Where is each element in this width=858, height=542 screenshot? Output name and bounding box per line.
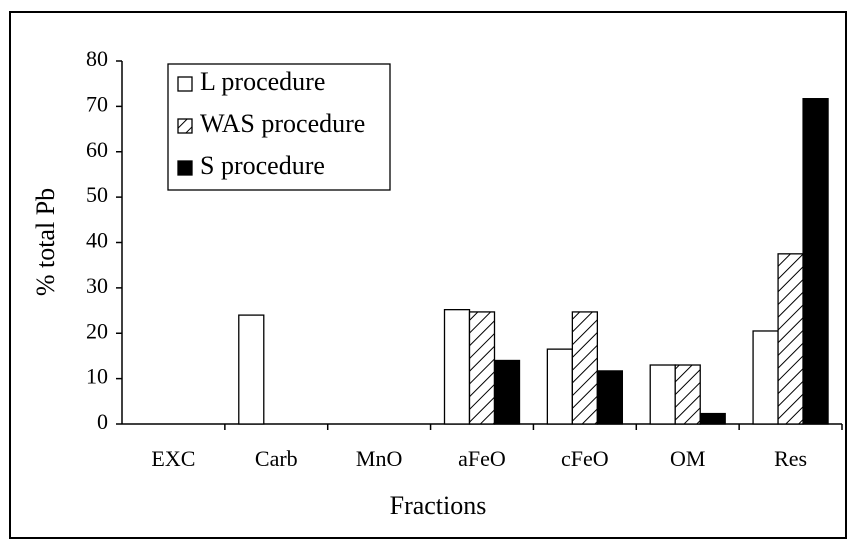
bar bbox=[443, 309, 471, 425]
x-tick-label: MnO bbox=[356, 446, 402, 471]
y-tick-label: 50 bbox=[86, 182, 108, 207]
bar bbox=[777, 253, 804, 425]
bar bbox=[649, 364, 676, 425]
bar bbox=[596, 370, 624, 425]
x-tick-label: Res bbox=[774, 446, 807, 471]
legend-label: S procedure bbox=[200, 151, 325, 180]
legend-swatch bbox=[177, 76, 193, 92]
y-tick-label: 10 bbox=[86, 364, 108, 389]
y-tick-label: 70 bbox=[86, 91, 108, 116]
legend-box bbox=[167, 63, 391, 191]
bar bbox=[238, 314, 265, 425]
x-tick-label: cFeO bbox=[561, 446, 609, 471]
bar bbox=[699, 412, 726, 425]
bar bbox=[468, 311, 496, 425]
frame bbox=[9, 11, 847, 539]
legend-label: L procedure bbox=[200, 67, 325, 96]
legend-swatch bbox=[177, 118, 193, 134]
y-tick-label: 40 bbox=[86, 228, 108, 253]
x-tick-label: OM bbox=[670, 446, 705, 471]
y-tick-label: 0 bbox=[97, 409, 108, 434]
legend-label: WAS procedure bbox=[200, 109, 365, 138]
x-axis-label: Fractions bbox=[390, 491, 487, 520]
y-axis-label: % total Pb bbox=[31, 188, 60, 296]
bar bbox=[674, 364, 701, 425]
x-tick-label: EXC bbox=[151, 446, 195, 471]
bar bbox=[802, 98, 829, 425]
y-tick-label: 20 bbox=[86, 318, 108, 343]
bar bbox=[571, 311, 599, 425]
bar bbox=[493, 359, 521, 425]
legend-swatch bbox=[177, 160, 193, 176]
y-tick-label: 80 bbox=[86, 46, 108, 71]
bar bbox=[546, 348, 574, 425]
x-tick-label: aFeO bbox=[458, 446, 506, 471]
bar bbox=[752, 330, 779, 425]
y-tick-label: 60 bbox=[86, 137, 108, 162]
y-tick-label: 30 bbox=[86, 273, 108, 298]
x-tick-label: Carb bbox=[255, 446, 298, 471]
